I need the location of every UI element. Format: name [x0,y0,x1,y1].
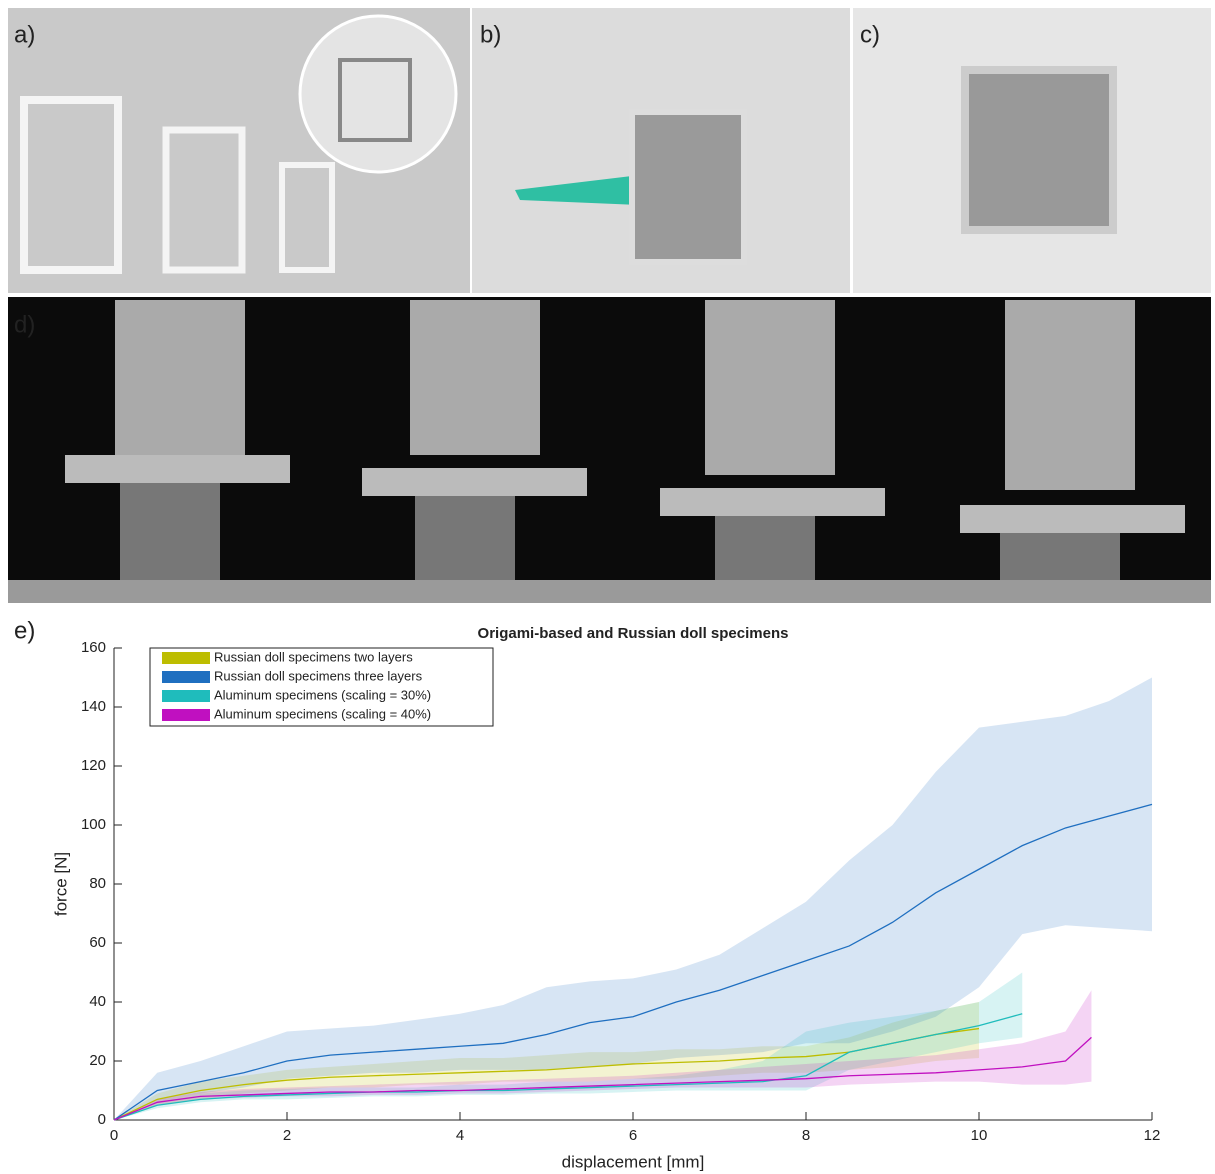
y-tick-label: 40 [89,993,106,1010]
legend-label: Aluminum specimens (scaling = 40%) [214,706,431,721]
y-tick-label: 120 [81,757,106,774]
legend-swatch [162,690,210,702]
y-tick-label: 80 [89,875,106,892]
y-tick-label: 140 [81,698,106,715]
panel-label: d) [14,311,35,338]
panel-label: a) [14,21,35,48]
photo-c [853,8,1211,293]
x-tick-label: 2 [283,1127,291,1144]
x-tick-label: 4 [456,1127,464,1144]
x-tick-label: 8 [802,1127,810,1144]
chart-title: Origami-based and Russian doll specimens [478,625,789,642]
y-tick-label: 20 [89,1052,106,1069]
legend-swatch [162,671,210,683]
x-tick-label: 12 [1144,1127,1161,1144]
photo-a [8,8,470,293]
legend-swatch [162,652,210,664]
x-tick-label: 6 [629,1127,637,1144]
photo-d [8,297,1211,603]
legend-swatch [162,709,210,721]
x-axis-label: displacement [mm] [562,1152,705,1171]
panel-label: e) [14,617,35,644]
figure: a) b) c) d) e) Origami-based and Russian dol… [0,0,1215,1174]
y-tick-label: 0 [98,1111,106,1128]
legend-label: Russian doll specimens two layers [214,649,413,664]
y-tick-label: 160 [81,639,106,656]
legend-label: Aluminum specimens (scaling = 30%) [214,687,431,702]
x-tick-label: 10 [971,1127,988,1144]
legend-label: Russian doll specimens three layers [214,668,423,683]
y-axis-label: force [N] [51,852,70,916]
chart: Origami-based and Russian doll specimens… [51,625,1160,1172]
photo-b [472,8,850,293]
x-tick-label: 0 [110,1127,118,1144]
panel-label: c) [860,21,880,48]
y-tick-label: 100 [81,816,106,833]
page: {"panels": ["a)", "b)", "c)", "d)", "e)"… [0,0,1215,1174]
panel-label: b) [480,21,501,48]
y-tick-label: 60 [89,934,106,951]
